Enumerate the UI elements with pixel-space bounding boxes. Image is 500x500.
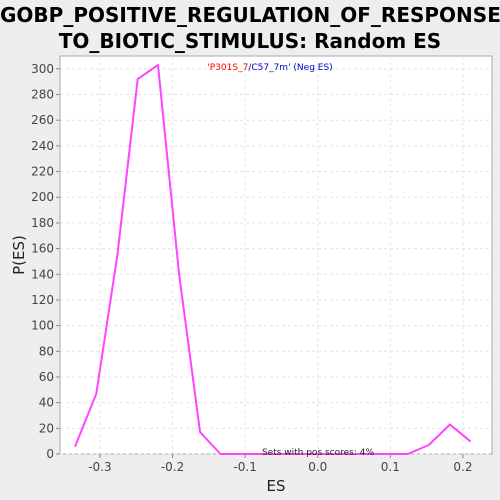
x-axis-label: ES — [267, 477, 286, 495]
legend-part-3: (Neg ES) — [291, 63, 333, 73]
y-tick-label: 220 — [31, 165, 54, 179]
data-point — [116, 254, 119, 256]
x-tick-label: -0.3 — [88, 460, 111, 474]
data-point — [178, 273, 180, 276]
y-tick-label: 260 — [31, 113, 54, 127]
data-point — [240, 453, 243, 455]
y-tick-label: 120 — [31, 293, 54, 307]
x-tick-label: 0.1 — [381, 460, 400, 474]
data-point — [365, 453, 368, 455]
series-layer — [74, 64, 472, 455]
data-point — [428, 444, 430, 446]
chart-title-line-1: GOBP_POSITIVE_REGULATION_OF_RESPONSE_ — [0, 3, 500, 27]
y-tick-label: 140 — [31, 267, 54, 281]
x-tick-label: -0.2 — [161, 460, 184, 474]
data-point — [219, 453, 222, 455]
data-point — [469, 440, 472, 442]
data-point — [303, 453, 305, 455]
y-tick-label: 200 — [31, 190, 54, 204]
data-point — [95, 392, 98, 395]
data-point — [261, 453, 264, 455]
grid-layer — [60, 56, 492, 455]
axis-layer: 0 20 40 60 80 100 120 140 160 180 200 220 240 260 280 3… — [31, 62, 472, 474]
x-tick-label: -0.1 — [233, 460, 256, 474]
data-point — [406, 453, 409, 455]
legend-part-2: /C57_7m' — [248, 63, 290, 73]
y-tick-label: 240 — [31, 139, 54, 153]
data-point — [136, 78, 139, 80]
data-point — [199, 431, 201, 433]
data-point — [386, 453, 389, 455]
y-tick-label: 80 — [39, 344, 54, 358]
y-tick-label: 0 — [46, 447, 54, 461]
data-point — [157, 64, 159, 66]
y-tick-label: 180 — [31, 216, 54, 230]
y-axis-label: P(ES) — [10, 235, 28, 275]
plot-area — [59, 55, 493, 455]
data-point — [324, 453, 326, 455]
data-point — [344, 453, 347, 455]
series-line — [74, 64, 471, 455]
x-tick-label: 0.2 — [453, 460, 472, 474]
y-tick-label: 280 — [31, 88, 54, 102]
data-point — [449, 423, 451, 426]
y-tick-label: 40 — [39, 396, 54, 410]
y-tick-label: 100 — [31, 319, 54, 333]
pos-scores-annotation: Sets with pos scores: 4% — [262, 448, 375, 458]
data-point — [74, 445, 77, 448]
y-tick-label: 300 — [31, 62, 54, 76]
legend-part-1: 'P301S_7 — [207, 63, 248, 73]
y-tick-label: 20 — [39, 421, 54, 435]
y-tick-label: 60 — [39, 370, 54, 384]
chart-title: GOBP_POSITIVE_REGULATION_OF_RESPONSE_ TO… — [0, 2, 500, 80]
data-point — [282, 453, 284, 455]
x-tick-label: 0.0 — [308, 460, 327, 474]
y-tick-label: 160 — [31, 242, 54, 256]
chart-legend: 'P301S_7/C57_7m' (Neg ES) — [207, 63, 332, 73]
